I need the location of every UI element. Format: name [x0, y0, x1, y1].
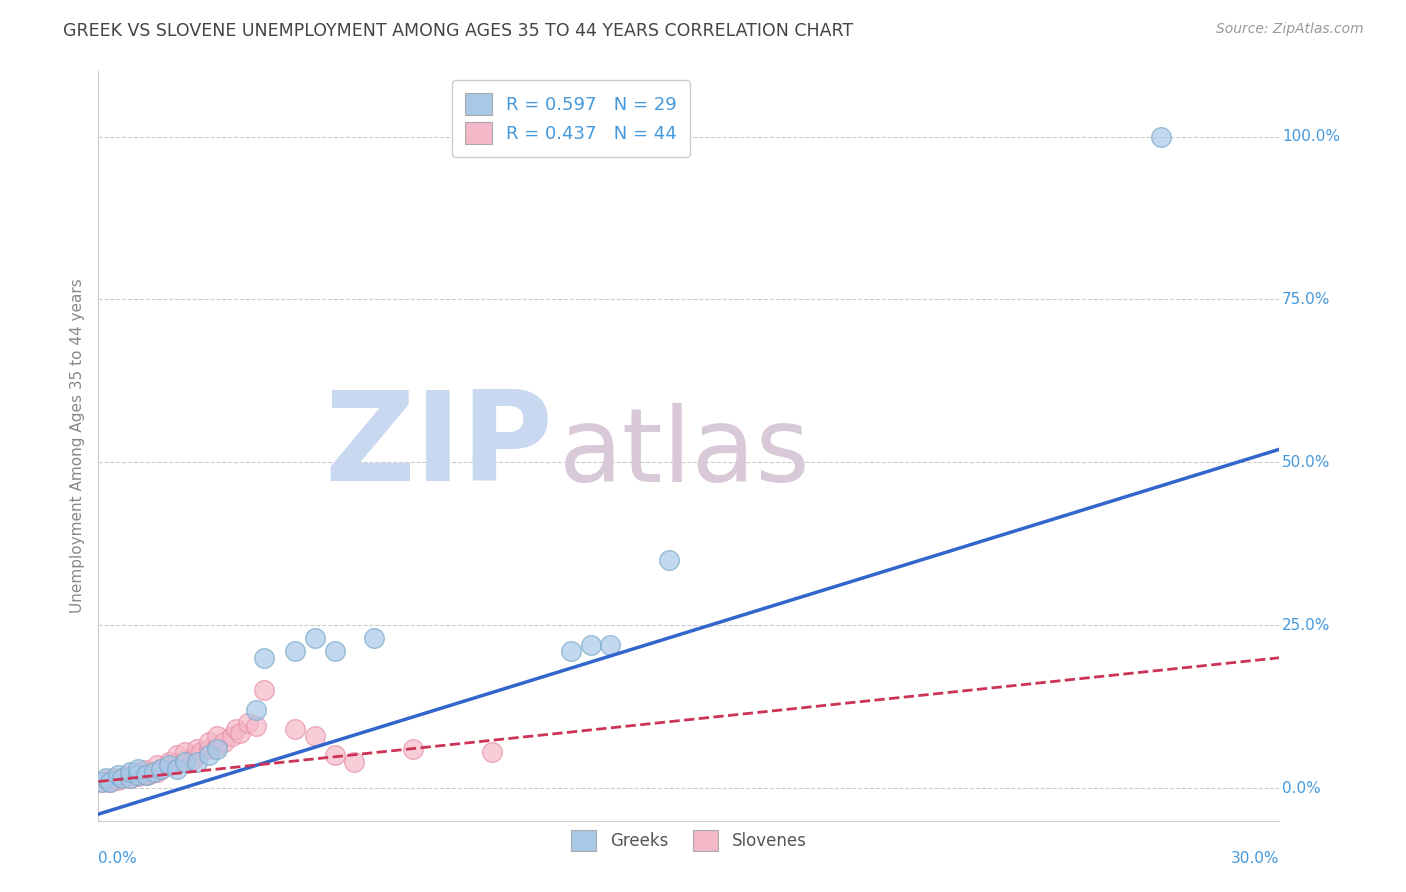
Point: [253, 683, 276, 698]
Point: [118, 764, 141, 779]
Point: [127, 769, 149, 783]
Point: [127, 762, 149, 776]
Point: [103, 772, 125, 786]
Point: [166, 762, 188, 776]
Point: [229, 725, 252, 739]
Point: [579, 638, 602, 652]
Point: [236, 715, 259, 730]
Point: [181, 752, 204, 766]
Y-axis label: Unemployment Among Ages 35 to 44 years: Unemployment Among Ages 35 to 44 years: [69, 278, 84, 614]
Text: ZIP: ZIP: [325, 385, 553, 507]
Point: [107, 768, 129, 782]
Point: [186, 755, 208, 769]
Point: [96, 773, 118, 788]
Point: [1150, 129, 1173, 144]
Point: [186, 742, 208, 756]
Point: [157, 758, 180, 772]
Point: [658, 553, 681, 567]
Point: [343, 755, 366, 769]
Point: [118, 772, 141, 786]
Point: [111, 772, 134, 786]
Text: atlas: atlas: [560, 403, 811, 504]
Point: [111, 772, 134, 786]
Point: [115, 769, 138, 783]
Point: [599, 638, 621, 652]
Point: [560, 644, 582, 658]
Point: [197, 742, 219, 756]
Point: [214, 735, 236, 749]
Text: 50.0%: 50.0%: [1282, 455, 1330, 470]
Point: [363, 631, 385, 645]
Point: [138, 766, 160, 780]
Point: [157, 758, 180, 772]
Point: [98, 774, 121, 789]
Text: Source: ZipAtlas.com: Source: ZipAtlas.com: [1216, 22, 1364, 37]
Point: [127, 764, 149, 779]
Point: [304, 631, 326, 645]
Point: [146, 758, 169, 772]
Point: [96, 772, 118, 786]
Point: [118, 768, 141, 782]
Point: [225, 723, 247, 737]
Point: [190, 745, 212, 759]
Point: [166, 756, 188, 771]
Point: [221, 729, 243, 743]
Text: 30.0%: 30.0%: [1232, 851, 1279, 865]
Text: GREEK VS SLOVENE UNEMPLOYMENT AMONG AGES 35 TO 44 YEARS CORRELATION CHART: GREEK VS SLOVENE UNEMPLOYMENT AMONG AGES…: [63, 22, 853, 40]
Point: [205, 729, 228, 743]
Text: 25.0%: 25.0%: [1282, 617, 1330, 632]
Point: [98, 774, 121, 789]
Point: [245, 703, 267, 717]
Point: [91, 774, 114, 789]
Point: [174, 745, 197, 759]
Point: [197, 748, 219, 763]
Point: [197, 735, 219, 749]
Point: [245, 719, 267, 733]
Point: [323, 644, 346, 658]
Point: [150, 762, 173, 776]
Point: [481, 745, 503, 759]
Point: [284, 644, 307, 658]
Point: [135, 768, 157, 782]
Point: [146, 764, 169, 779]
Point: [127, 768, 149, 782]
Point: [135, 768, 157, 782]
Text: 0.0%: 0.0%: [1282, 780, 1320, 796]
Point: [166, 748, 188, 763]
Point: [91, 774, 114, 789]
Point: [284, 723, 307, 737]
Point: [150, 762, 173, 776]
Point: [402, 742, 425, 756]
Point: [174, 754, 197, 768]
Point: [205, 739, 228, 753]
Text: 75.0%: 75.0%: [1282, 292, 1330, 307]
Point: [157, 755, 180, 769]
Point: [107, 773, 129, 788]
Point: [142, 764, 165, 779]
Text: 0.0%: 0.0%: [98, 851, 138, 865]
Point: [118, 772, 141, 786]
Point: [304, 729, 326, 743]
Point: [253, 650, 276, 665]
Point: [323, 748, 346, 763]
Point: [135, 763, 157, 777]
Legend: Greeks, Slovenes: Greeks, Slovenes: [565, 823, 813, 857]
Point: [205, 742, 228, 756]
Text: 100.0%: 100.0%: [1282, 129, 1340, 144]
Point: [186, 748, 208, 763]
Point: [174, 755, 197, 769]
